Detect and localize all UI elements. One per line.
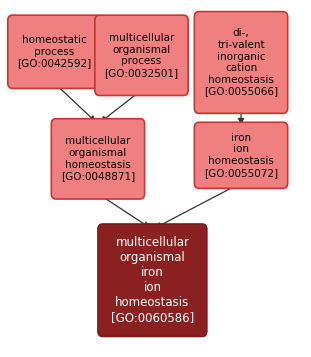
FancyBboxPatch shape xyxy=(95,15,188,95)
FancyBboxPatch shape xyxy=(8,15,101,89)
FancyBboxPatch shape xyxy=(194,122,288,188)
Text: di-,
tri-valent
inorganic
cation
homeostasis
[GO:0055066]: di-, tri-valent inorganic cation homeost… xyxy=(204,29,278,96)
FancyBboxPatch shape xyxy=(98,224,207,336)
Text: multicellular
organismal
iron
ion
homeostasis
[GO:0060586]: multicellular organismal iron ion homeos… xyxy=(111,236,194,324)
Text: homeostatic
process
[GO:0042592]: homeostatic process [GO:0042592] xyxy=(17,35,91,68)
FancyBboxPatch shape xyxy=(194,11,288,114)
Text: multicellular
organismal
process
[GO:0032501]: multicellular organismal process [GO:003… xyxy=(104,33,179,78)
Text: multicellular
organismal
homeostasis
[GO:0048871]: multicellular organismal homeostasis [GO… xyxy=(61,136,135,181)
Text: iron
ion
homeostasis
[GO:0055072]: iron ion homeostasis [GO:0055072] xyxy=(204,133,278,178)
FancyBboxPatch shape xyxy=(51,119,145,199)
